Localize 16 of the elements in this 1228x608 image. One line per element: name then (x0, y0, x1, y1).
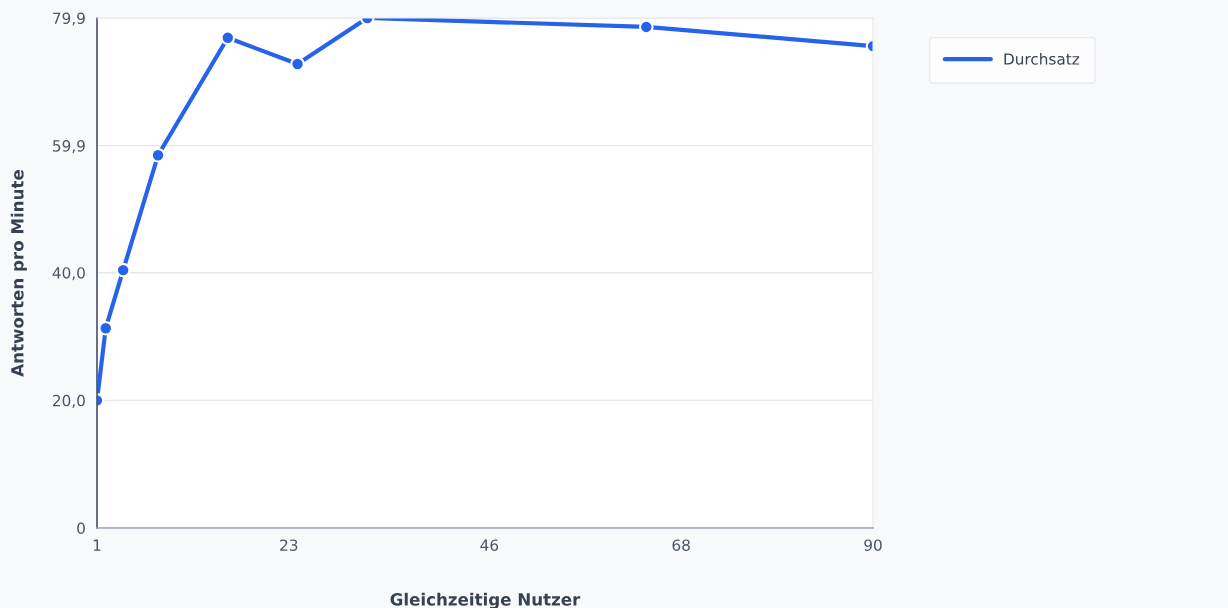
point (115, 262, 131, 278)
y-tick-label: 79,9 (53, 12, 85, 26)
y-tick-label: 59,9 (53, 140, 85, 154)
x-tick-label: 1 (93, 539, 101, 551)
x-tick-label: 68 (672, 539, 690, 551)
legend-label: Durchsatz (1004, 52, 1080, 65)
x-tick-label: 46 (480, 539, 499, 551)
y-tick-label: 40,0 (52, 267, 85, 281)
y-tick-label: 20,0 (52, 394, 85, 408)
x-tick-label: 90 (864, 539, 882, 551)
x-tick-label: 23 (280, 539, 298, 551)
point (220, 30, 236, 46)
point (150, 147, 166, 163)
y-axis-title: Antworten pro Minute (10, 170, 27, 377)
point (290, 56, 305, 72)
y-tick-label: 0 (77, 522, 85, 535)
